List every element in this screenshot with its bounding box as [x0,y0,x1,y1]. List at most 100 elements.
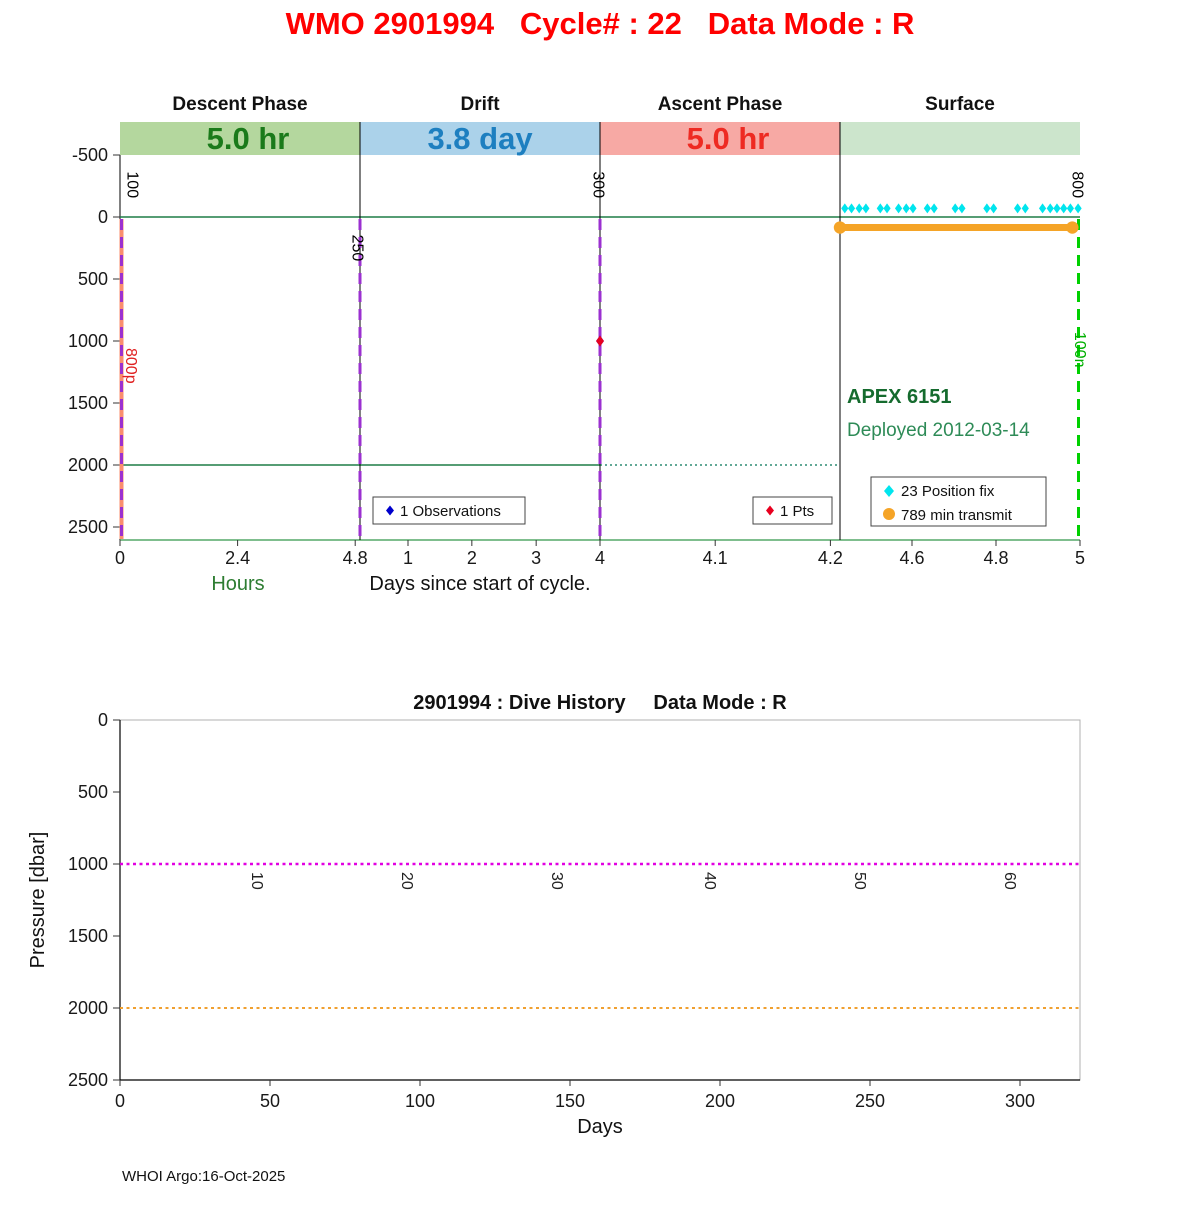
ascent-phase-header: Ascent Phase [658,94,783,115]
tick-label: 0 [98,710,108,730]
tick-label: 2500 [68,1070,108,1090]
position-fix-marker [1014,203,1022,214]
position-fix-marker [951,203,959,214]
surface-legend-box [870,476,1047,527]
pts-legend: 1 Pts [752,496,833,525]
tick-label: 250 [855,1091,885,1111]
tick-label: 2000 [68,998,108,1018]
dive-history-title: 2901994 : Dive History Data Mode : R [413,692,787,714]
position-fix-marker [930,203,938,214]
position-fix-marker [909,203,917,214]
tick-label: 0 [98,207,108,227]
position-fix-marker [1060,203,1068,214]
position-fix-marker [855,203,863,214]
orange-circle-icon [883,508,895,520]
position-fix-marker [876,203,884,214]
cycle-number-label: 30 [548,872,565,890]
deployed-date-label: Deployed 2012-03-14 [847,420,1030,441]
hours-axis-label: Hours [211,573,264,595]
tick-label: 4 [595,548,605,568]
cycle-number-label: 40 [701,872,718,890]
tick-label: 0 [115,548,125,568]
blue-diamond-icon [386,505,394,516]
cycle-number-label: 60 [1001,872,1018,890]
position-fix-marker [862,203,870,214]
bottom-chart-plot-area: 0 500 1000 1500 2000 2500 0 50 100 150 200 250 300 10… [68,710,1080,1111]
tick-label: 3 [531,548,541,568]
tick-label: 4.8 [343,548,368,568]
position-fix-marker [902,203,910,214]
days-bottom-axis-label: Days [577,1116,623,1138]
drift-phase-band [360,122,600,155]
days-axis-label: Days since start of cycle. [369,573,590,595]
drift-phase-header: Drift [460,94,500,115]
tick-label: 1000 [68,331,108,351]
position-fix-marker [1021,203,1029,214]
rotated-annotation: 800 [1068,171,1085,198]
rotated-annotation: 100n [1071,332,1088,368]
rotated-annotation: 800p [122,348,139,384]
tick-label: 300 [1005,1091,1035,1111]
tick-label: 2500 [68,517,108,537]
tick-label: -500 [72,145,108,165]
descent-phase-band [120,122,360,155]
tick-label: 50 [260,1091,280,1111]
ascent-duration-label: 5.0 hr [687,121,770,156]
cycle-number-label: 20 [398,872,415,890]
tick-label: 4.1 [703,548,728,568]
transmit-endpoint-marker [833,221,847,234]
page-title: WMO 2901994 Cycle# : 22 Data Mode : R [286,6,915,41]
phase-bands: Descent Phase Drift Ascent Phase Surface… [120,94,1080,156]
position-fix-marker [883,203,891,214]
cyan-diamond-icon [884,485,894,497]
red-diamond-icon [766,505,774,516]
tick-label: 4.2 [818,548,843,568]
tick-label: 100 [405,1091,435,1111]
tick-label: 2.4 [225,548,250,568]
position-fix-marker [894,203,903,214]
position-fix-marker [1066,203,1074,214]
pts-legend-label: 1 Pts [780,503,814,520]
surface-phase-header: Surface [925,94,995,115]
tick-label: 4.8 [983,548,1008,568]
tick-label: 500 [78,782,108,802]
surface-phase-band [840,122,1080,155]
position-fix-marker [841,203,849,214]
observations-legend-box [372,496,526,525]
ascent-phase-band [600,122,840,155]
descent-phase-header: Descent Phase [172,94,307,115]
position-fix-marker [958,203,966,214]
tick-label: 4.6 [899,548,924,568]
tick-label: 1000 [68,854,108,874]
tick-label: 2 [467,548,477,568]
transmit-endpoint-marker [1066,221,1079,234]
tick-label: 1500 [68,393,108,413]
tick-label: 0 [115,1091,125,1111]
tick-label: 1 [403,548,413,568]
surface-legend: 23 Position fix 789 min transmit [870,476,1047,527]
tick-label: 150 [555,1091,585,1111]
observations-legend-label: 1 Observations [400,503,501,520]
position-fix-legend-label: 23 Position fix [901,483,995,500]
tick-label: 200 [705,1091,735,1111]
position-fix-marker [847,203,856,214]
position-fix-marker [990,203,998,214]
position-fix-marker [1074,203,1082,214]
pts-marker [596,335,604,347]
tick-label: 2000 [68,455,108,475]
tick-label: 5 [1075,548,1085,568]
apex-float-label: APEX 6151 [847,386,952,408]
descent-duration-label: 5.0 hr [207,121,290,156]
rotated-annotation: 100 [124,171,141,198]
position-fix-marker [1046,203,1054,214]
tick-label: 1500 [68,926,108,946]
cycle-number-label: 10 [248,872,265,890]
top-chart-plot-area: -500 0 500 1000 1500 2000 2500 0 2.4 4.8 1 2 3 4 4.1 4.… [68,122,1088,568]
footer-credit: WHOI Argo:16-Oct-2025 [122,1168,285,1185]
tick-label: 500 [78,269,108,289]
rotated-annotation: 300 [589,171,606,198]
position-fix-marker [923,203,931,214]
drift-duration-label: 3.8 day [427,121,533,156]
position-fix-marker [983,203,991,214]
